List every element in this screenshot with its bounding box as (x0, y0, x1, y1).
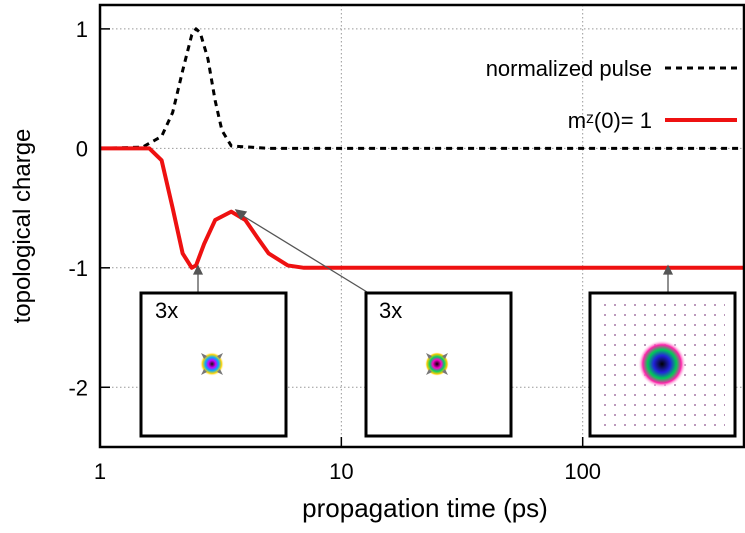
y-tick-label: 1 (76, 17, 88, 42)
inset: 3x (366, 293, 511, 436)
y-tick-label: -2 (68, 375, 88, 400)
inset-label: 3x (379, 298, 402, 323)
series-line (100, 148, 744, 267)
y-tick-label: -1 (68, 256, 88, 281)
y-axis-label: topological charge (9, 129, 36, 324)
x-tick-label: 10 (329, 459, 353, 484)
legend-label: normalized pulse (486, 56, 652, 81)
x-axis-label: propagation time (ps) (302, 493, 548, 523)
legend-label: mᶻ(0)= 1 (568, 108, 652, 133)
legend: normalized pulse mᶻ(0)= 1 (486, 56, 737, 133)
inset: 3x (141, 293, 286, 436)
x-tick-label: 1 (94, 459, 106, 484)
inset-label: 3x (155, 298, 178, 323)
inset (590, 293, 735, 436)
x-tick-label: 100 (564, 459, 601, 484)
chart: topological charge propagation time (ps)… (0, 0, 745, 533)
y-tick-label: 0 (76, 136, 88, 161)
